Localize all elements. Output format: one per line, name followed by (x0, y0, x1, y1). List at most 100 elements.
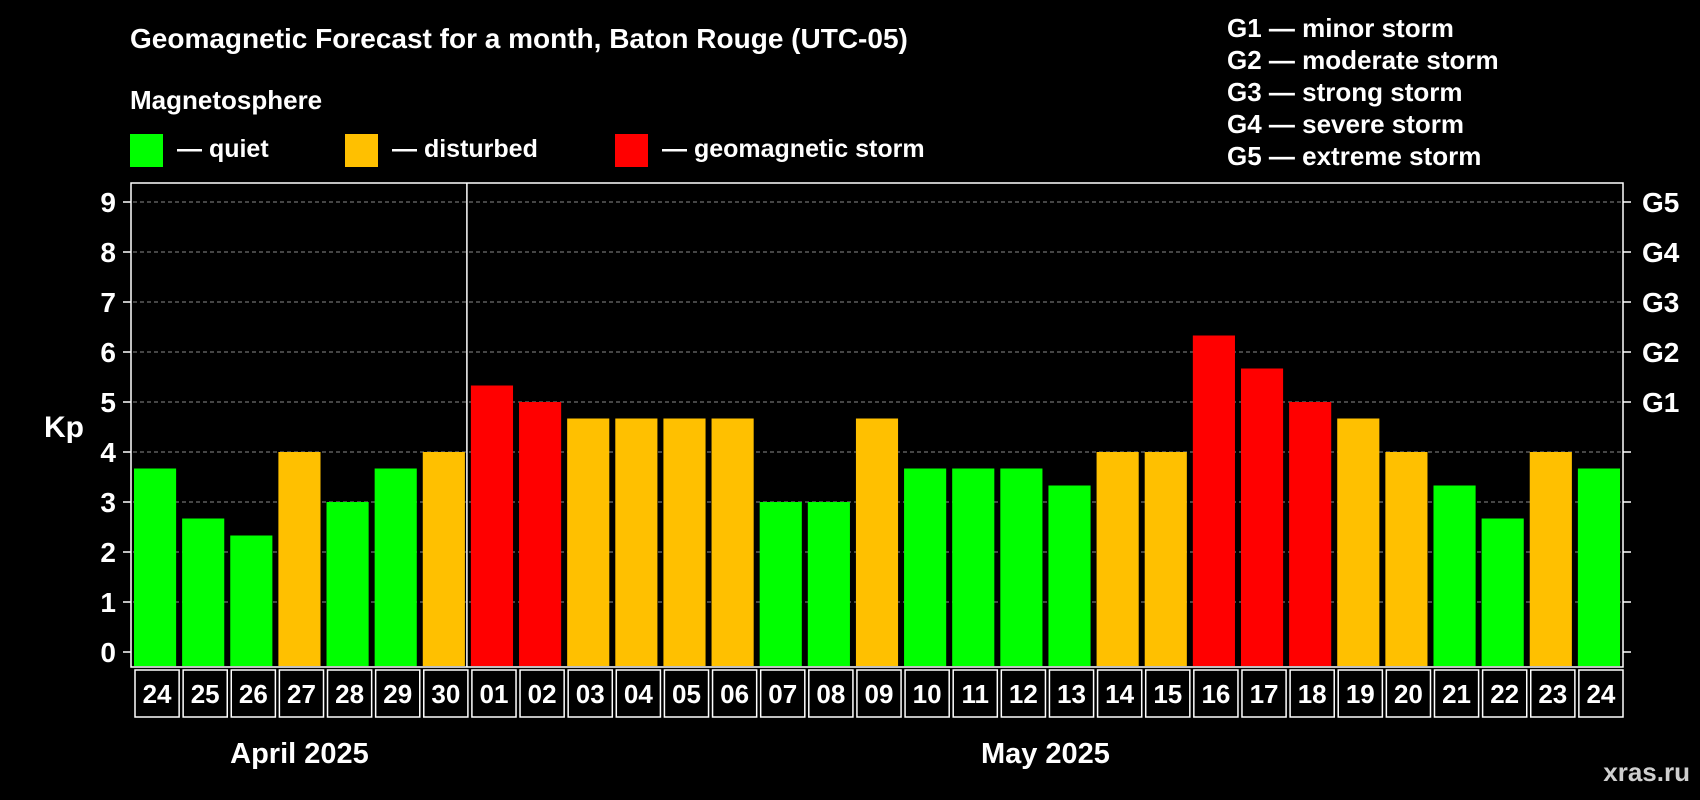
y-tick-label: 4 (100, 437, 116, 468)
legend-swatch-disturbed (345, 134, 378, 167)
day-label: 29 (383, 679, 412, 709)
day-label: 02 (528, 679, 557, 709)
day-label-box (374, 669, 421, 718)
day-label-box (134, 669, 180, 718)
day-label-box (567, 669, 614, 718)
storm-legend-g1: G1 — minor storm (1227, 13, 1454, 43)
day-label: 03 (576, 679, 605, 709)
y-tick-label: 5 (100, 387, 116, 418)
bar (1577, 468, 1620, 666)
day-label: 28 (335, 679, 364, 709)
bar (952, 468, 995, 666)
day-label: 30 (431, 679, 460, 709)
day-label: 22 (1490, 679, 1519, 709)
day-label-box (1289, 669, 1335, 718)
day-label-box (1433, 669, 1480, 718)
day-label-box (471, 669, 517, 718)
bar (422, 452, 465, 666)
y-axis-label: Kp (44, 411, 84, 444)
day-label-box (230, 669, 277, 718)
bar (1337, 418, 1380, 666)
day-label: 23 (1538, 679, 1567, 709)
day-label-box (808, 669, 854, 718)
bar (1240, 368, 1284, 666)
day-label-box (1048, 669, 1095, 718)
day-label-box (1144, 669, 1191, 718)
day-label-box (326, 669, 373, 718)
bar (567, 418, 610, 666)
storm-scale-label: G4 (1642, 237, 1680, 268)
bar (663, 418, 706, 666)
legend-label-quiet: — quiet (177, 135, 269, 163)
day-label: 09 (865, 679, 894, 709)
bar (470, 385, 514, 666)
bar (1000, 468, 1043, 666)
day-label: 11 (962, 679, 990, 709)
day-label-box (1481, 669, 1528, 718)
legend-label-storm: — geomagnetic storm (662, 135, 925, 163)
day-label-box (1385, 669, 1432, 718)
day-label: 04 (624, 679, 653, 709)
day-label: 25 (191, 679, 220, 709)
day-label-box (423, 669, 469, 718)
y-tick-label: 7 (100, 287, 116, 318)
bar (1529, 452, 1572, 666)
month-label: April 2025 (230, 738, 369, 770)
day-label: 13 (1057, 679, 1086, 709)
bars (134, 335, 1620, 666)
bar (134, 468, 177, 666)
storm-legend-g3: G3 — strong storm (1227, 77, 1462, 107)
y-tick-label: 2 (100, 537, 116, 568)
day-label: 24 (143, 679, 172, 709)
day-label-box (856, 669, 902, 718)
bar (1048, 485, 1091, 666)
day-label: 08 (816, 679, 845, 709)
day-label: 26 (239, 679, 268, 709)
chart-title: Geomagnetic Forecast for a month, Baton … (130, 23, 908, 54)
bar (759, 502, 802, 666)
watermark: xras.ru (1603, 757, 1690, 787)
y-tick-label: 9 (100, 187, 116, 218)
legend-swatch-quiet (130, 134, 163, 167)
day-label: 15 (1153, 679, 1182, 709)
storm-scale-label: G1 (1642, 387, 1679, 418)
y-tick-label: 6 (100, 337, 116, 368)
bar (326, 502, 369, 666)
day-label-box (1096, 669, 1143, 718)
legend-swatch-storm (615, 134, 648, 167)
storm-scale-label: G3 (1642, 287, 1679, 318)
bar (855, 418, 899, 666)
bar (615, 418, 658, 666)
bar (807, 502, 850, 666)
day-label-box (1529, 669, 1576, 718)
day-label-box (663, 669, 710, 718)
bar (1096, 452, 1139, 666)
day-label-box (952, 669, 999, 718)
day-label: 18 (1298, 679, 1327, 709)
legend-label-disturbed: — disturbed (392, 135, 538, 163)
bar (1289, 402, 1332, 666)
storm-scale-label: G5 (1642, 187, 1679, 218)
day-label-box (711, 669, 758, 718)
bar (711, 418, 754, 666)
storm-scale-label: G2 (1642, 337, 1679, 368)
axes: 0 1 2 3 4 5 6 7 8 9 G1 G2 G3 G4 G5 (100, 182, 1680, 668)
day-label-box (615, 669, 662, 718)
storm-legend-g5: G5 — extreme storm (1227, 141, 1481, 171)
bar (519, 402, 562, 666)
day-label-box (182, 669, 229, 718)
day-label-box (1000, 669, 1047, 718)
day-label-box (519, 669, 565, 718)
day-label: 05 (672, 679, 701, 709)
day-label: 14 (1105, 679, 1134, 709)
bar (1481, 518, 1524, 666)
storm-scale-legend: G1 — minor storm G2 — moderate storm G3 … (1227, 13, 1499, 171)
day-label: 01 (480, 679, 509, 709)
storm-legend-g4: G4 — severe storm (1227, 109, 1464, 139)
day-label-box (1193, 669, 1239, 718)
day-labels: 24 25 26 27 28 29 30 01 02 03 04 05 06 07 08 09 10 11 12 13… (134, 669, 1624, 770)
day-label: 21 (1442, 679, 1471, 709)
day-label: 16 (1201, 679, 1230, 709)
day-label: 27 (287, 679, 316, 709)
